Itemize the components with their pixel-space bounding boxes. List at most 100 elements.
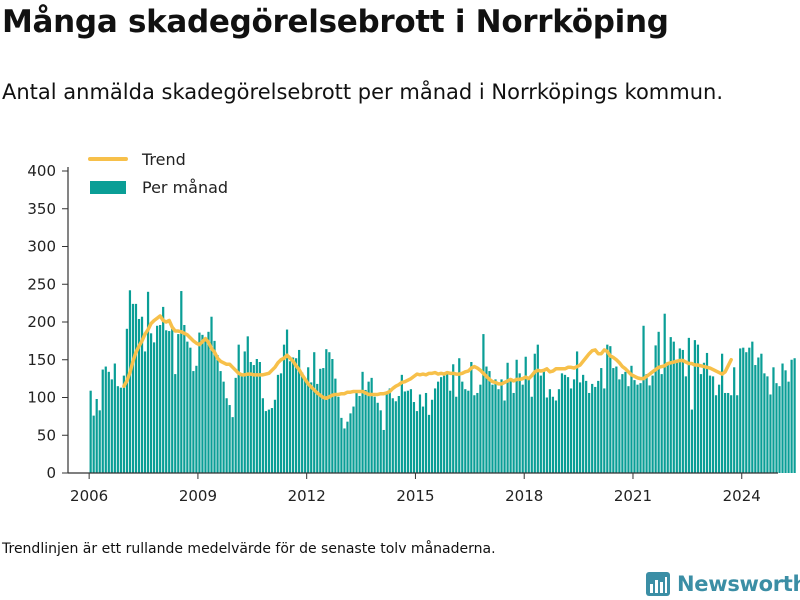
bar [92,415,95,473]
bar [763,373,766,473]
bar [285,329,289,473]
bar [533,353,536,473]
bar [621,374,624,473]
bar [149,333,153,473]
bar [603,388,606,473]
bar [174,374,177,473]
bar [714,395,718,473]
bar [437,381,440,473]
bar [615,366,618,473]
bar [440,377,443,473]
bar [137,318,141,473]
bar [125,328,129,473]
bar [506,362,509,473]
bar [162,306,165,473]
bar [721,353,724,473]
legend-bar-label: Per månad [142,178,228,197]
bar [696,344,700,473]
bar [467,390,470,473]
bar [95,399,98,473]
bar [582,374,585,473]
brand-logo[interactable]: Newsworthy [645,570,800,598]
bar [201,334,204,473]
bar [793,358,796,473]
bar [340,417,343,473]
bar [415,411,419,473]
bar [427,414,431,473]
bar [766,376,769,473]
bar [89,390,92,473]
bar [654,345,657,473]
bar [159,325,162,473]
bar [473,395,476,473]
bar [527,377,530,473]
bar [403,391,406,473]
bar [494,379,497,473]
bar [355,392,358,473]
bar [310,382,313,473]
bar [717,384,721,473]
bar [449,390,452,473]
bar [171,328,174,473]
bar [364,389,367,473]
chart-legend: Trend Per månad [78,144,246,202]
bar [143,351,147,473]
bar [730,395,733,473]
bar [579,382,582,473]
bar [557,389,561,473]
bar [325,349,328,473]
bar [279,373,283,473]
bar [724,392,727,473]
bar [255,359,258,473]
bar [476,392,479,473]
bar [585,380,588,473]
footnote: Trendlinjen är ett rullande medelvärde f… [2,541,496,557]
bar [790,359,793,473]
bar [521,384,524,473]
bar [708,375,712,473]
bar [757,357,760,473]
bar [787,381,790,473]
bar [243,351,246,473]
y-tick-label: 400 [27,162,56,180]
bar [382,429,385,473]
bar [609,346,612,473]
bar [509,380,512,473]
bar [195,365,198,473]
bar [110,379,113,473]
bar [705,352,709,473]
bar [352,406,355,473]
bar [597,380,600,473]
bar [636,384,639,473]
bar [270,408,274,473]
bar [198,332,201,473]
bar [119,387,122,473]
chart-axes: 0 50 100 150 200 250 300 350 400 2006 2009 2012 2015… [27,162,778,505]
bar [165,330,168,473]
bar [745,352,748,473]
y-tick-label: 0 [46,464,56,482]
bar [418,394,422,473]
bar [192,371,195,473]
bar [322,368,325,473]
bar [376,402,379,473]
bar [452,364,455,473]
bar [140,316,144,473]
bar [569,388,573,473]
bar [98,410,101,473]
bar [727,392,730,473]
bar [216,355,219,473]
bar [113,363,116,473]
bar [551,396,555,473]
bar [497,389,500,473]
bar [666,362,669,473]
brand-name: Newsworthy [677,572,800,596]
bar [560,373,564,473]
bar [385,391,388,473]
bar [455,396,458,473]
bar [237,344,240,473]
bar [542,371,545,473]
x-tick-label: 2009 [179,487,217,505]
bar [131,303,135,473]
